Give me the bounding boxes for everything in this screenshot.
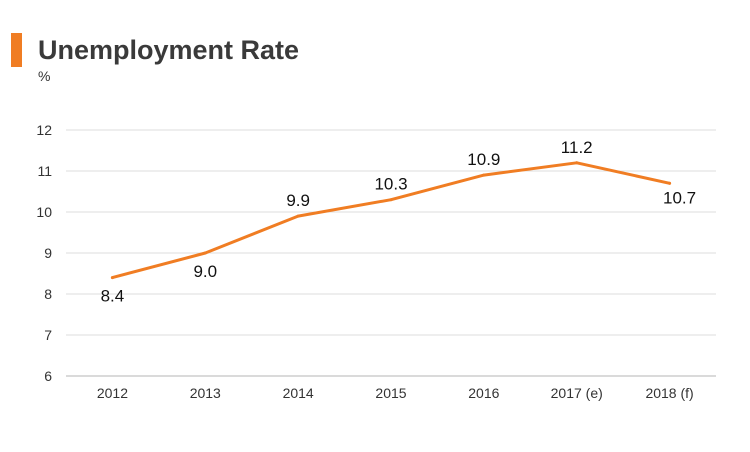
data-point [203,251,207,255]
x-tick-label: 2013 [190,385,221,401]
y-tick-label: 11 [37,163,52,179]
x-tick-label: 2016 [468,385,499,401]
x-tick-label: 2015 [375,385,406,401]
y-tick-label: 6 [44,368,52,384]
y-axis-ticks: 6 7 8 9 10 11 12 [36,122,52,384]
data-point [110,276,114,280]
x-tick-label: 2014 [283,385,314,401]
data-label: 9.9 [286,191,310,210]
y-tick-label: 10 [36,204,52,220]
x-tick-label: 2012 [97,385,128,401]
x-axis-ticks: 2012 2013 2014 2015 2016 2017 (e) 2018 (f) [97,385,694,401]
x-tick-label: 2017 (e) [551,385,603,401]
data-label: 8.4 [101,287,125,306]
gridlines [66,129,716,377]
data-label: 10.3 [374,175,407,194]
data-point [389,198,393,202]
y-tick-label: 7 [44,327,52,343]
data-label: 10.9 [467,150,500,169]
data-point [296,214,300,218]
y-tick-label: 12 [36,122,52,138]
y-tick-label: 9 [44,245,52,261]
data-label: 10.7 [663,188,696,207]
y-axis-unit-label: % [38,68,51,84]
series-group [110,161,672,280]
y-tick-label: 8 [44,286,52,302]
chart-title: Unemployment Rate [38,35,300,65]
title-accent-bar [11,33,22,67]
data-point [668,181,672,185]
x-tick-label: 2018 (f) [645,385,693,401]
data-point [482,173,486,177]
data-label: 9.0 [193,262,217,281]
data-labels: 8.4 9.0 9.9 10.3 10.9 11.2 10.7 [101,138,697,306]
data-label: 11.2 [561,138,593,157]
data-point [575,161,579,165]
